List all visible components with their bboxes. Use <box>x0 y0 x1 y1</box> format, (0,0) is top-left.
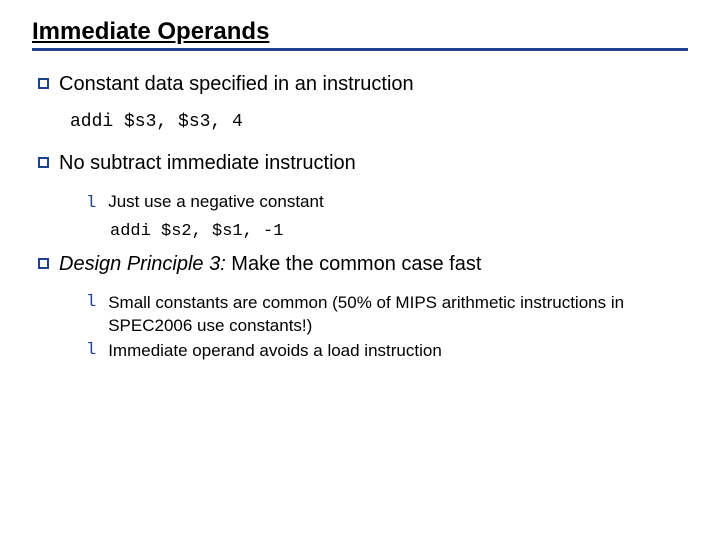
bullet-2-sub-1-code: addi $s2, $s1, -1 <box>110 222 688 241</box>
sub-bullet-icon: l <box>86 292 96 338</box>
square-bullet-icon <box>38 258 49 269</box>
bullet-3-sub-2-text: Immediate operand avoids a load instruct… <box>108 340 688 363</box>
bullet-3-sub-1: l Small constants are common (50% of MIP… <box>86 292 688 338</box>
bullet-3-sub-1-text: Small constants are common (50% of MIPS … <box>108 292 688 338</box>
bullet-3: Design Principle 3: Make the common case… <box>38 251 688 278</box>
bullet-2-sub-1-text: Just use a negative constant <box>108 192 323 211</box>
square-bullet-icon <box>38 157 49 168</box>
slide-title: Immediate Operands <box>32 18 269 45</box>
bullet-2: No subtract immediate instruction <box>38 150 688 177</box>
bullet-3-rest: Make the common case fast <box>226 253 482 275</box>
bullet-1-text: Constant data specified in an instructio… <box>59 73 414 95</box>
square-bullet-icon <box>38 78 49 89</box>
bullet-2-text: No subtract immediate instruction <box>59 152 356 174</box>
bullet-2-sub-1: l Just use a negative constant <box>86 191 688 216</box>
bullet-1-code: addi $s3, $s3, 4 <box>70 112 688 132</box>
sub-bullet-icon: l <box>86 193 96 216</box>
bullet-1: Constant data specified in an instructio… <box>38 71 688 98</box>
sub-bullet-icon: l <box>86 340 96 363</box>
title-rule: Immediate Operands <box>32 18 688 51</box>
bullet-3-italic: Design Principle 3: <box>59 253 226 275</box>
bullet-3-sub-2: l Immediate operand avoids a load instru… <box>86 340 688 363</box>
slide: Immediate Operands Constant data specifi… <box>0 0 720 363</box>
